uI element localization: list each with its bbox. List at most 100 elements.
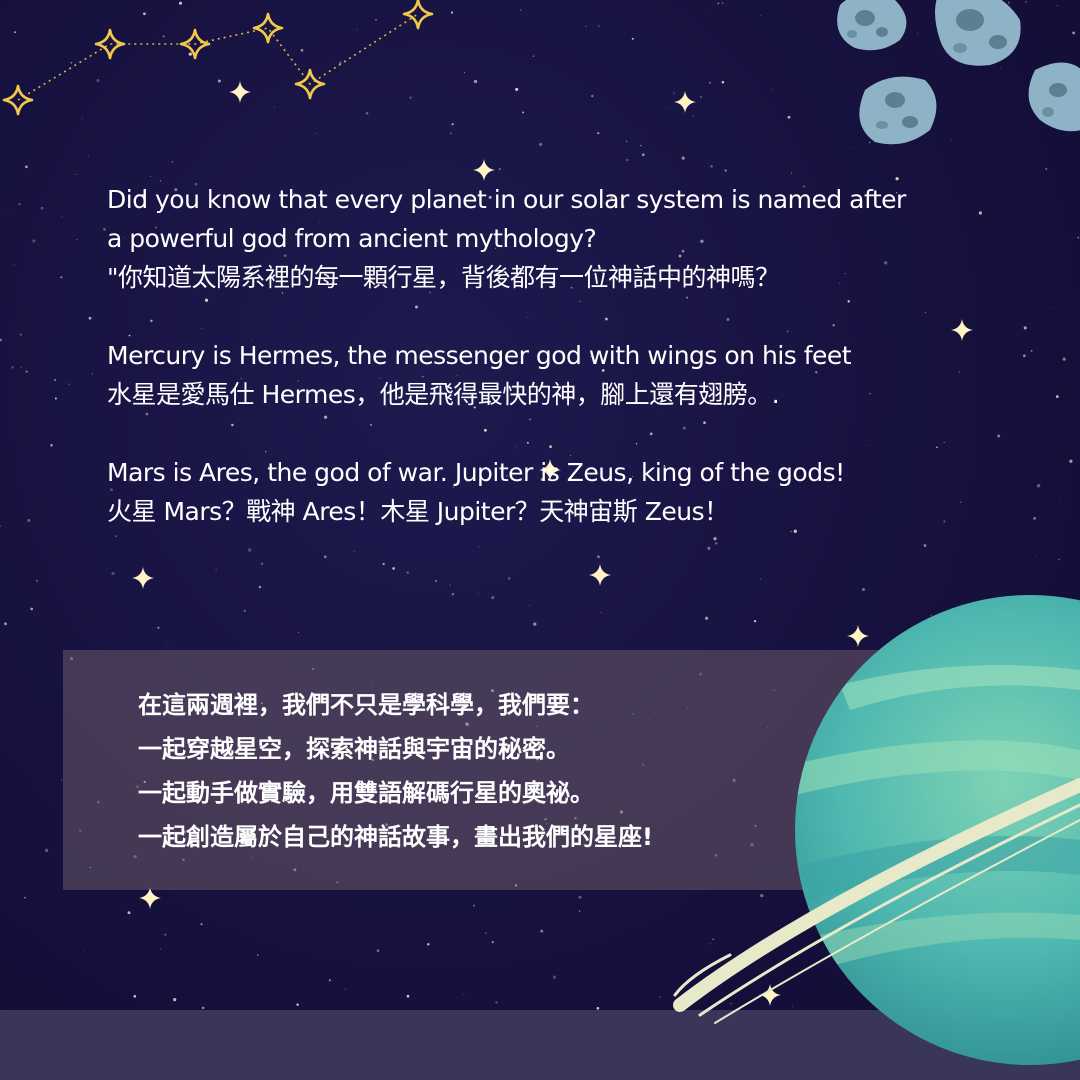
star-dot — [251, 856, 253, 858]
star-dot — [868, 141, 871, 144]
star-dot — [91, 373, 93, 375]
star-dot — [1036, 484, 1041, 488]
star-dot — [1000, 67, 1002, 69]
star-dot — [500, 270, 504, 273]
star-dot — [372, 680, 374, 682]
star-dot — [1023, 326, 1027, 330]
star-dot — [260, 702, 263, 705]
star-dot — [188, 52, 192, 56]
star-dot — [709, 943, 711, 945]
star-dot — [654, 712, 656, 714]
star-dot — [379, 377, 381, 379]
star-dot — [680, 399, 682, 402]
star-dot — [617, 611, 619, 613]
star-dot — [1072, 31, 1076, 35]
star-dot — [200, 704, 203, 707]
star-dot — [917, 33, 918, 35]
intro-line-6: Mars is Ares, the god of war. Jupiter is… — [107, 458, 845, 487]
star-dot — [760, 578, 762, 580]
sparkle-glow — [680, 97, 690, 107]
star-dot — [552, 975, 557, 979]
star-dot — [54, 397, 57, 400]
star-dot — [520, 9, 522, 11]
star-dot — [1033, 516, 1037, 520]
star-dot — [60, 276, 63, 279]
star-dot — [392, 567, 395, 570]
intro-line-1: Did you know that every planet in our so… — [107, 185, 906, 214]
star-dot — [167, 645, 169, 647]
star-dot — [709, 81, 711, 84]
star-dot — [705, 616, 709, 620]
star-dot — [703, 421, 706, 425]
star-dot — [217, 79, 221, 83]
star-dot — [265, 451, 267, 453]
star-dot — [773, 689, 775, 691]
star-dot — [281, 292, 284, 294]
star-dot — [591, 94, 594, 98]
star-dot — [274, 106, 275, 108]
sparkle-star — [847, 625, 869, 647]
star-dot — [978, 211, 983, 215]
star-dot — [78, 829, 82, 832]
sparkle-glow — [595, 570, 605, 580]
star-dot — [516, 842, 519, 845]
star-dot — [197, 849, 199, 851]
star-dot — [491, 689, 494, 693]
star-dot — [529, 418, 531, 421]
star-dot — [1052, 191, 1054, 193]
star-dot — [488, 195, 492, 199]
star-dot — [551, 282, 555, 286]
star-dot — [385, 823, 388, 827]
star-dot — [68, 383, 70, 385]
star-dot — [231, 423, 234, 427]
star-dot — [1055, 395, 1059, 398]
star-dot — [491, 596, 495, 600]
star-dot — [726, 318, 730, 321]
star-dot — [861, 587, 866, 592]
star-dot — [1058, 558, 1060, 561]
star-dot — [252, 265, 255, 267]
star-dot — [143, 12, 146, 16]
star-dot — [569, 454, 571, 456]
star-dot — [463, 72, 465, 74]
star-dot — [692, 115, 694, 117]
star-dot — [869, 393, 871, 395]
star-dot — [87, 154, 89, 156]
star-dot — [30, 607, 33, 611]
star-dot — [548, 846, 550, 848]
star-dot — [536, 725, 538, 728]
star-dot — [127, 204, 129, 206]
sparkle-glow — [853, 631, 863, 641]
sparkle-star — [229, 81, 251, 103]
star-dot — [632, 475, 634, 477]
panel-line-1: 在這兩週裡，我們不只是學科學，我們要： — [138, 691, 594, 719]
star-dot — [398, 790, 400, 793]
star-dot — [750, 843, 754, 847]
star-dot — [498, 168, 501, 171]
star-dot — [635, 443, 638, 445]
star-dot — [715, 542, 718, 545]
star-dot — [61, 779, 63, 781]
star-dot — [790, 172, 792, 174]
star-dot — [356, 29, 358, 31]
star-dot — [730, 1003, 732, 1005]
star-dot — [135, 785, 139, 789]
star-dot — [578, 910, 581, 912]
star-dot — [40, 206, 44, 210]
star-dot — [365, 111, 369, 115]
star-dot — [463, 993, 465, 995]
star-dot — [658, 414, 660, 416]
star-dot — [243, 609, 246, 612]
star-dot — [127, 911, 131, 915]
star-dot — [171, 161, 174, 163]
star-dot — [350, 508, 352, 510]
star-dot — [452, 486, 455, 489]
star-dot — [539, 142, 543, 146]
star-dot — [544, 818, 547, 821]
star-dot — [596, 1006, 600, 1010]
star-dot — [681, 156, 685, 160]
star-dot — [997, 434, 1001, 438]
star-dot — [787, 115, 791, 119]
star-dot — [456, 374, 458, 376]
star-dot — [578, 895, 582, 899]
